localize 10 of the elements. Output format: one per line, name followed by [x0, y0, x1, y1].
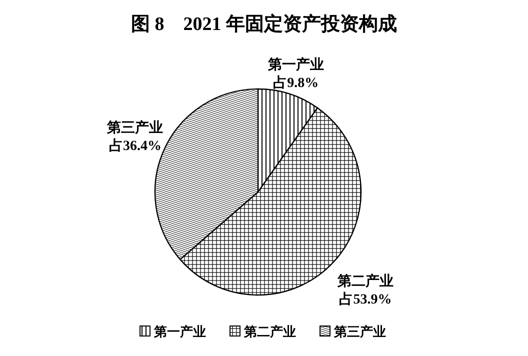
slice-label: 第三产业 [106, 118, 164, 136]
chart-title: 图 8 2021 年固定资产投资构成 [131, 13, 397, 35]
data-label: 占9.8% [273, 74, 319, 91]
slice-label: 第一产业 [266, 56, 324, 73]
legend-label: 第一产业 [153, 324, 206, 339]
legend-label: 第三产业 [333, 324, 386, 339]
slice-label: 第二产业 [336, 272, 394, 290]
data-label: 占36.4% [108, 138, 162, 154]
data-label: 占53.9% [339, 291, 392, 308]
legend-label: 第二产业 [243, 324, 296, 339]
